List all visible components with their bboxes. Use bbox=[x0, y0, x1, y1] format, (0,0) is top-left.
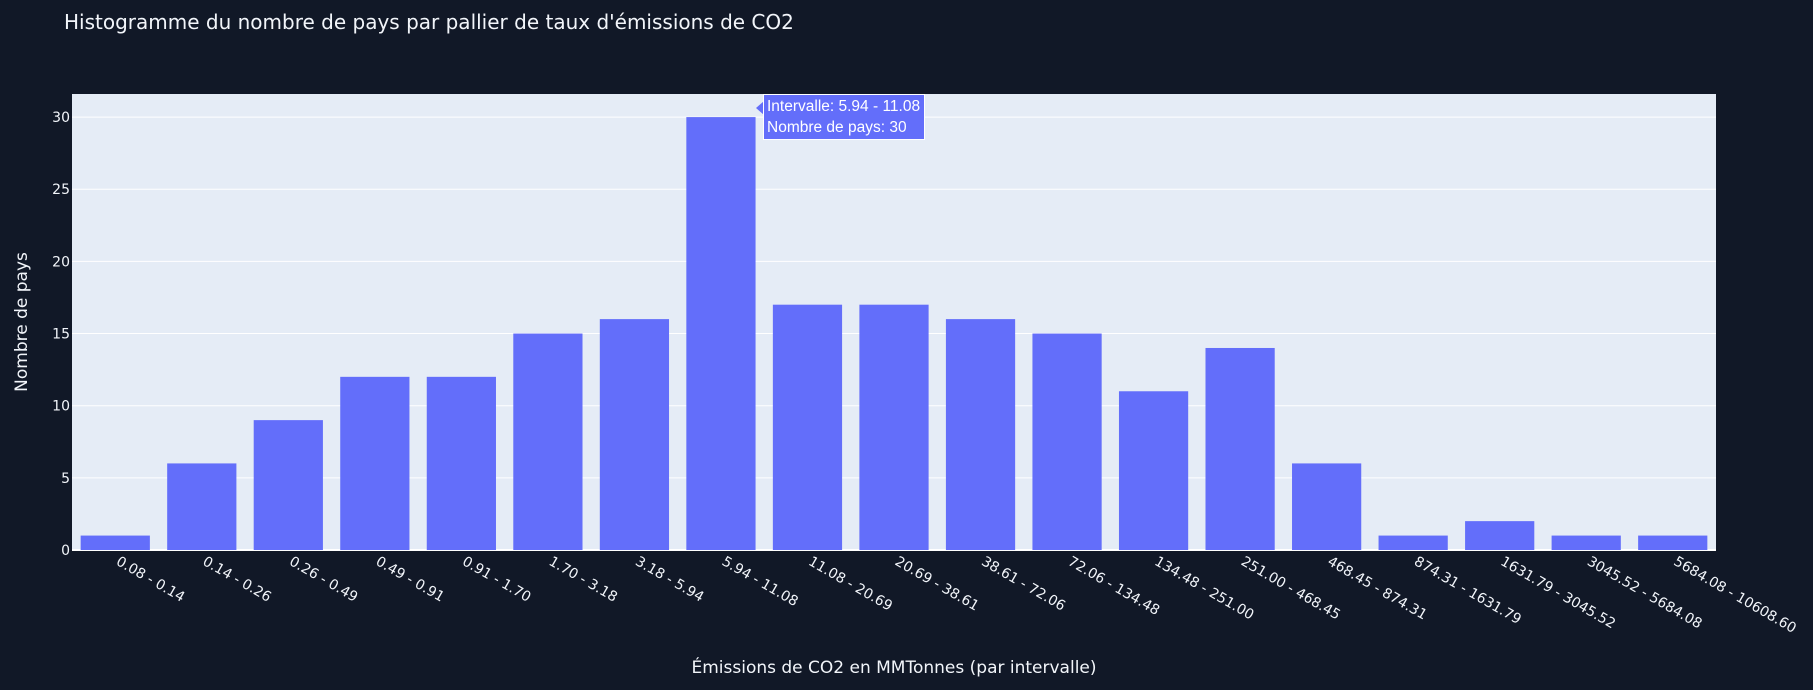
bar[interactable] bbox=[1465, 521, 1535, 550]
bars[interactable] bbox=[80, 117, 1708, 550]
y-tick-label: 0 bbox=[61, 543, 70, 559]
bar[interactable] bbox=[167, 463, 237, 550]
x-tick-label: 5.94 - 11.08 bbox=[719, 554, 801, 610]
bar[interactable] bbox=[340, 376, 410, 550]
bar[interactable] bbox=[599, 319, 670, 550]
bar[interactable] bbox=[1638, 535, 1708, 550]
hover-tooltip: Intervalle: 5.94 - 11.08 Nombre de pays:… bbox=[763, 94, 926, 140]
y-tick-label: 10 bbox=[52, 399, 70, 415]
x-tick-label: 0.91 - 1.70 bbox=[459, 554, 533, 606]
bar[interactable] bbox=[772, 304, 843, 550]
y-tick-label: 5 bbox=[61, 471, 70, 487]
x-tick-label: 0.08 - 0.14 bbox=[113, 554, 187, 606]
x-tick-label: 0.26 - 0.49 bbox=[286, 554, 360, 606]
x-tick-label: 72.06 - 134.48 bbox=[1065, 554, 1162, 619]
bar[interactable] bbox=[513, 333, 583, 550]
bar[interactable] bbox=[1032, 333, 1102, 550]
x-axis-ticks: 0.08 - 0.14 0.14 - 0.26 0.26 - 0.49 0.49 - … bbox=[113, 554, 1799, 637]
bar[interactable] bbox=[859, 304, 929, 550]
x-tick-label: 3.18 - 5.94 bbox=[632, 554, 706, 606]
tooltip-line-count: Nombre de pays: 30 bbox=[767, 119, 907, 136]
x-tick-label: 11.08 - 20.69 bbox=[805, 554, 895, 615]
bar[interactable] bbox=[1378, 535, 1448, 550]
tooltip-arrow bbox=[756, 101, 764, 115]
y-axis-title: Nombre de pays bbox=[12, 252, 32, 392]
chart-title: Histogramme du nombre de pays par pallie… bbox=[64, 10, 794, 34]
bar[interactable] bbox=[1551, 535, 1621, 550]
bar[interactable] bbox=[686, 117, 756, 550]
x-tick-label: 1.70 - 3.18 bbox=[546, 554, 620, 606]
bar[interactable] bbox=[1292, 463, 1362, 550]
bar[interactable] bbox=[1118, 391, 1189, 550]
bar[interactable] bbox=[945, 319, 1016, 550]
x-tick-label: 20.69 - 38.61 bbox=[892, 554, 982, 615]
x-tick-label: 0.14 - 0.26 bbox=[200, 554, 274, 606]
y-tick-label: 20 bbox=[52, 254, 70, 270]
bar[interactable] bbox=[426, 376, 496, 550]
y-axis-ticks: 0 5 10 15 20 25 30 bbox=[52, 110, 70, 559]
y-tick-label: 15 bbox=[52, 327, 70, 343]
x-axis-title: Émissions de CO2 en MMTonnes (par interv… bbox=[691, 656, 1096, 678]
x-tick-label: 38.61 - 72.06 bbox=[979, 554, 1069, 615]
y-tick-label: 25 bbox=[52, 182, 70, 198]
bar[interactable] bbox=[253, 420, 323, 550]
y-tick-label: 30 bbox=[52, 110, 70, 126]
x-tick-label: 0.49 - 0.91 bbox=[373, 554, 447, 606]
bar[interactable] bbox=[1205, 347, 1275, 550]
bar[interactable] bbox=[80, 535, 150, 550]
tooltip-line-interval: Intervalle: 5.94 - 11.08 bbox=[767, 98, 921, 115]
